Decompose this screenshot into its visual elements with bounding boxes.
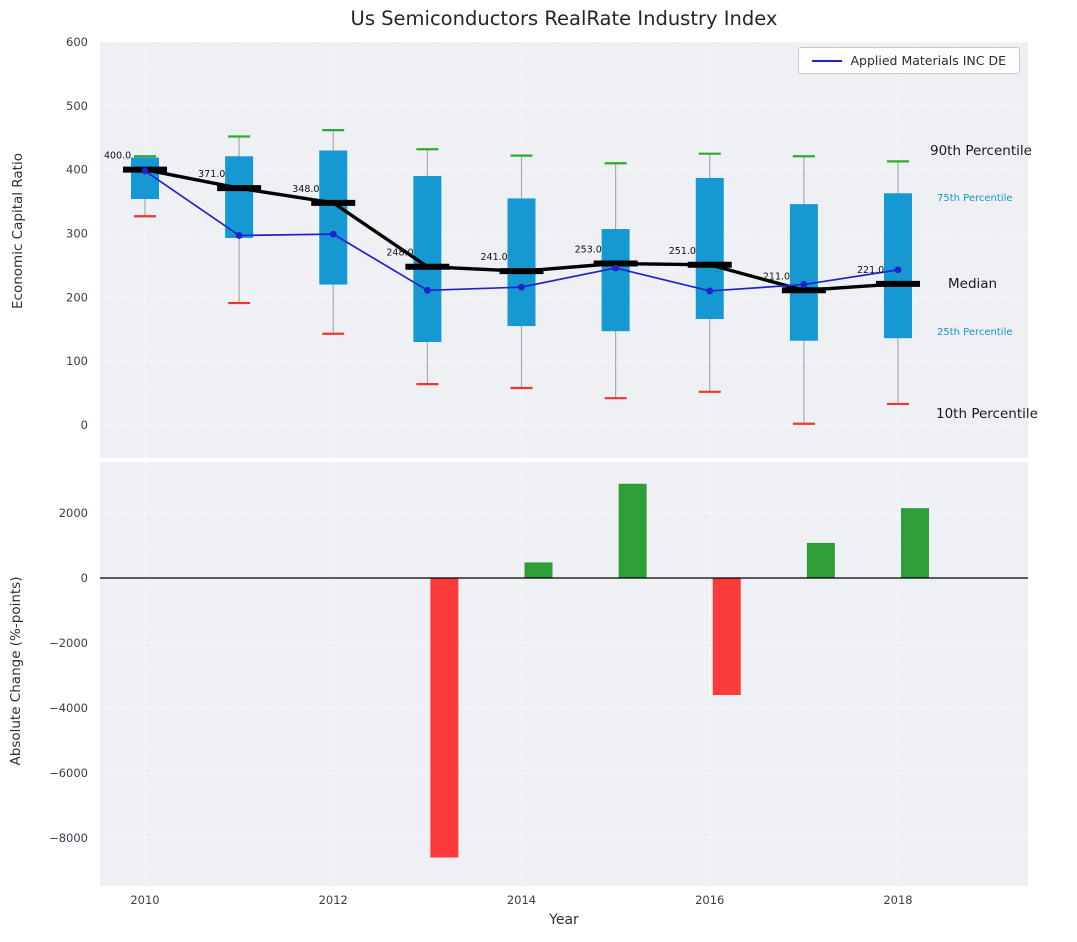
company-point (800, 281, 808, 288)
legend-line-sample (811, 59, 842, 62)
legend: Applied Materials INC DE (797, 47, 1020, 74)
bottom-panel-background (100, 462, 1028, 886)
bottom-y-tick-label: 0 (81, 571, 88, 585)
top-y-tick-label: 200 (66, 290, 88, 304)
company-point (423, 286, 431, 294)
median-value-label: 400.0 (104, 151, 131, 162)
iqr-box (319, 150, 348, 285)
change-bar (618, 483, 647, 578)
annotation-75th-percentile: 75th Percentile (937, 193, 1013, 204)
annotation-10th-percentile: 10th Percentile (936, 406, 1038, 422)
top-y-tick-label: 600 (66, 35, 88, 49)
legend-label: Applied Materials INC DE (850, 53, 1007, 68)
iqr-box (695, 177, 724, 320)
change-bar (430, 578, 459, 858)
annotation-median: Median (948, 276, 998, 292)
x-axis-label: Year (549, 912, 579, 928)
change-bar (712, 578, 741, 695)
x-tick-label: 2012 (319, 893, 348, 907)
company-point (518, 283, 525, 291)
annotation-25th-percentile: 25th Percentile (937, 327, 1013, 338)
x-tick-label: 2010 (130, 893, 159, 907)
change-bar (806, 542, 835, 578)
top-y-tick-label: 100 (66, 354, 88, 368)
bottom-y-axis-label: Absolute Change (%-points) (8, 576, 24, 766)
bottom-y-tick-label: −2000 (49, 636, 88, 650)
median-value-label: 253.0 (575, 245, 602, 256)
chart-title: Us Semiconductors RealRate Industry Inde… (350, 7, 778, 30)
company-point (894, 266, 902, 274)
bottom-y-tick-label: 2000 (59, 506, 88, 520)
iqr-box (507, 198, 536, 327)
median-value-label: 371.0 (198, 169, 225, 180)
change-bar (524, 562, 553, 578)
top-y-tick-label: 500 (66, 99, 88, 113)
x-tick-label: 2016 (695, 893, 724, 907)
top-y-tick-label: 0 (81, 418, 88, 432)
company-point (141, 167, 149, 175)
change-bar (901, 508, 929, 578)
bottom-y-tick-label: −6000 (49, 766, 88, 780)
iqr-box (601, 229, 630, 332)
median-value-label: 348.0 (292, 184, 319, 195)
company-point (706, 287, 714, 295)
top-panel-background (100, 42, 1028, 458)
x-tick-label: 2018 (883, 893, 912, 907)
company-point (612, 264, 620, 272)
median-value-label: 221.0 (857, 265, 884, 276)
annotation-90th-percentile: 90th Percentile (930, 143, 1032, 159)
top-y-tick-label: 400 (66, 163, 88, 177)
company-point (329, 230, 337, 238)
iqr-box (225, 156, 254, 238)
bottom-y-tick-label: −4000 (49, 701, 88, 715)
median-value-label: 248.0 (386, 248, 413, 259)
bottom-y-tick-label: −8000 (49, 831, 88, 845)
top-y-tick-label: 300 (66, 227, 88, 241)
company-point (235, 232, 243, 239)
median-value-label: 251.0 (669, 246, 696, 257)
median-value-label: 241.0 (481, 252, 508, 263)
top-y-axis-label: Economic Capital Ratio (10, 153, 26, 309)
x-tick-label: 2014 (507, 893, 536, 907)
median-value-label: 211.0 (763, 271, 790, 282)
iqr-box (789, 204, 818, 341)
iqr-box (884, 193, 912, 339)
